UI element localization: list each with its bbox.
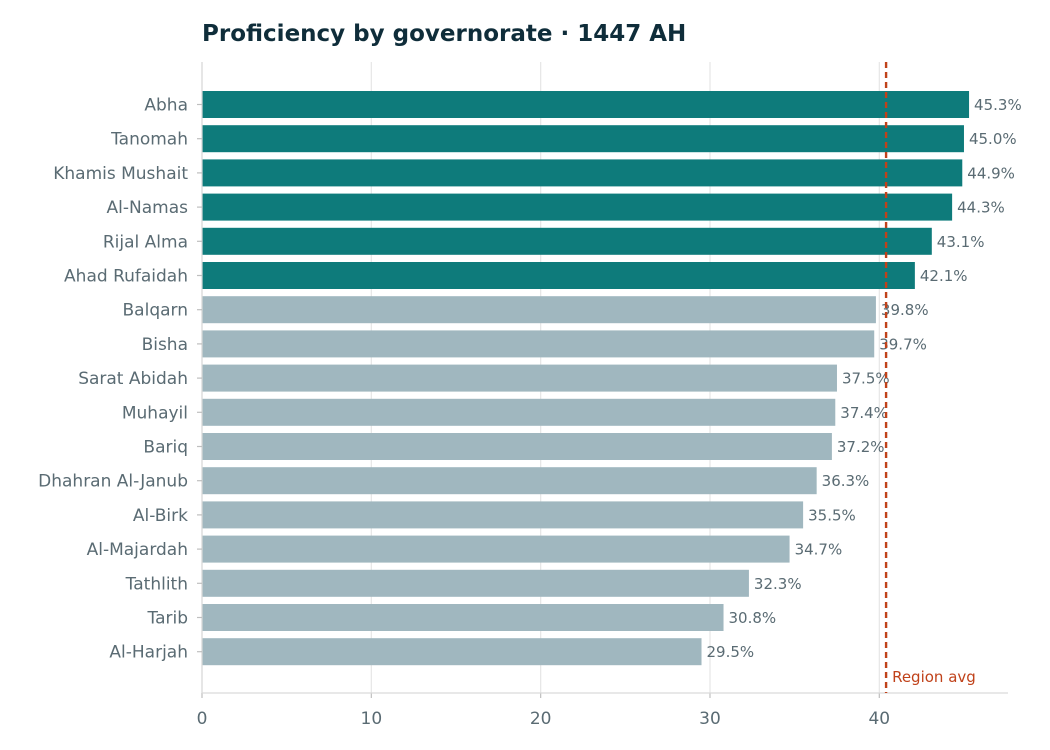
value-label: 43.1%	[937, 233, 985, 251]
bar	[202, 91, 970, 118]
x-axis: 0 10 20 30 40	[197, 62, 1008, 729]
bar	[202, 262, 915, 289]
value-label: 29.5%	[707, 643, 755, 661]
bar	[202, 638, 702, 666]
category-label: Bisha	[142, 335, 188, 355]
value-label: 44.9%	[967, 164, 1015, 182]
value-label: 37.5%	[842, 370, 890, 388]
bar	[202, 569, 749, 597]
value-label: 34.7%	[795, 541, 843, 559]
x-tick-label: 0	[197, 709, 208, 729]
category-label: Ahad Rufaidah	[64, 267, 188, 287]
category-label: Abha	[144, 96, 188, 116]
bar	[202, 159, 963, 187]
value-label: 45.3%	[974, 96, 1022, 114]
category-label: Muhayil	[122, 403, 188, 423]
category-label: Tarib	[147, 609, 189, 629]
bar	[202, 535, 790, 563]
category-label: Bariq	[143, 438, 188, 458]
category-label: Sarat Abidah	[78, 369, 188, 389]
value-label: 39.8%	[881, 301, 929, 319]
value-label: 37.2%	[837, 438, 885, 456]
bar	[202, 467, 817, 495]
value-label: 45.0%	[969, 130, 1017, 148]
reference-line-label: Region avg	[892, 668, 976, 686]
bar	[202, 364, 837, 392]
category-label: Dhahran Al-Janub	[38, 472, 188, 492]
value-label: 39.7%	[879, 335, 927, 353]
value-labels: 45.3% 45.0% 44.9% 44.3% 43.1% 42.1% 39.8% 39.7%…	[707, 96, 1022, 661]
category-label: Balqarn	[123, 301, 188, 321]
bar	[202, 125, 964, 153]
category-label: Rijal Alma	[103, 232, 188, 252]
bar	[202, 193, 953, 221]
category-label: Al-Harjah	[109, 643, 188, 663]
bar	[202, 227, 932, 255]
value-label: 30.8%	[729, 609, 777, 627]
bar	[202, 433, 832, 460]
value-label: 44.3%	[957, 199, 1005, 217]
value-label: 42.1%	[920, 267, 968, 285]
category-label: Tathlith	[125, 574, 188, 594]
bar	[202, 296, 876, 324]
x-tick-label: 40	[868, 709, 890, 729]
value-label: 32.3%	[754, 575, 802, 593]
bars	[202, 91, 970, 666]
bar	[202, 501, 804, 529]
category-label: Al-Majardah	[87, 540, 188, 560]
x-tick-label: 10	[361, 709, 383, 729]
x-tick-label: 30	[699, 709, 721, 729]
bar	[202, 604, 724, 631]
value-label: 36.3%	[822, 472, 870, 490]
category-label: Tanomah	[110, 130, 188, 150]
reference-line-group: Region avg	[884, 62, 976, 693]
category-label: Al-Birk	[133, 506, 188, 526]
chart-title: Proficiency by governorate · 1447 AH	[202, 21, 686, 47]
category-labels: Abha Tanomah Khamis Mushait Al-Namas Rijal A…	[38, 96, 188, 663]
value-label: 35.5%	[808, 506, 856, 524]
value-label: 37.4%	[840, 404, 888, 422]
bar	[202, 398, 836, 426]
bar	[202, 330, 875, 358]
category-label: Al-Namas	[107, 198, 189, 218]
x-tick-label: 20	[530, 709, 552, 729]
category-label: Khamis Mushait	[53, 164, 188, 184]
